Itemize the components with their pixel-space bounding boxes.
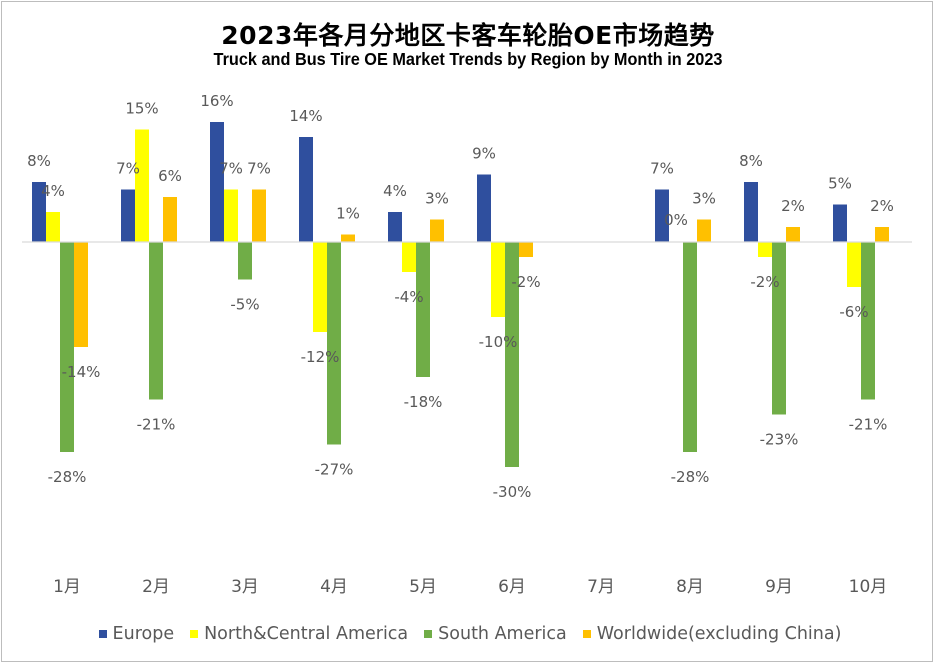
data-label-3-3月: -5% xyxy=(230,296,259,314)
data-label-4-8月: 3% xyxy=(692,190,716,208)
chart-title: 2023年各月分地区卡客车轮胎OE市场趋势 xyxy=(221,21,715,50)
data-label-4-1月: -14% xyxy=(62,363,101,381)
data-label-1-2月: 7% xyxy=(116,160,140,178)
bar-4-4月 xyxy=(341,234,355,242)
data-label-3-6月: -30% xyxy=(493,483,532,501)
data-label-1-8月: 7% xyxy=(650,160,674,178)
data-label-4-5月: 3% xyxy=(425,190,449,208)
data-label-4-3月: 7% xyxy=(247,160,271,178)
data-label-2-8月: 0% xyxy=(664,211,688,229)
legend-swatch xyxy=(98,630,107,638)
bar-1-3月 xyxy=(210,122,224,242)
data-label-3-9月: -23% xyxy=(760,431,799,449)
data-label-4-6月: -2% xyxy=(511,273,540,291)
legend-item-4: Worldwide(excluding China) xyxy=(579,624,842,644)
legend-label: Europe xyxy=(112,624,175,644)
bar-4-2月 xyxy=(163,197,177,242)
data-label-4-4月: 1% xyxy=(336,205,360,223)
bar-3-4月 xyxy=(327,242,341,445)
bar-2-9月 xyxy=(758,242,772,257)
bar-4-6月 xyxy=(519,242,533,257)
chart-subtitle: Truck and Bus Tire OE Market Trends by R… xyxy=(213,49,723,69)
bar-4-8月 xyxy=(697,219,711,242)
x-tick-label: 7月 xyxy=(587,577,615,597)
bar-3-3月 xyxy=(238,242,252,280)
bar-4-1月 xyxy=(74,242,88,347)
legend-label: South America xyxy=(438,624,567,644)
x-tick-label: 1月 xyxy=(53,577,81,597)
data-label-2-10月: -6% xyxy=(839,303,868,321)
data-label-2-4月: -12% xyxy=(301,348,340,366)
data-label-2-3月: 7% xyxy=(219,160,243,178)
bar-2-2月 xyxy=(135,129,149,242)
legend-swatch xyxy=(582,630,591,638)
x-tick-label: 10月 xyxy=(849,577,888,597)
bar-3-5月 xyxy=(416,242,430,377)
chart-legend: Europe North&Central America South America… xyxy=(0,624,936,644)
x-tick-label: 9月 xyxy=(765,577,793,597)
bar-4-5月 xyxy=(430,219,444,242)
bar-2-3月 xyxy=(224,189,238,242)
x-tick-label: 8月 xyxy=(676,577,704,597)
data-label-1-5月: 4% xyxy=(383,182,407,200)
data-label-1-3月: 16% xyxy=(200,92,233,110)
data-label-3-1月: -28% xyxy=(48,468,87,486)
data-label-4-9月: 2% xyxy=(781,197,805,215)
bar-1-8月 xyxy=(655,189,669,242)
bar-2-10月 xyxy=(847,242,861,287)
data-label-3-10月: -21% xyxy=(849,416,888,434)
x-tick-label: 2月 xyxy=(142,577,170,597)
data-label-3-5月: -18% xyxy=(404,393,443,411)
bar-3-2月 xyxy=(149,242,163,400)
data-label-1-1月: 8% xyxy=(27,152,51,170)
data-label-3-8月: -28% xyxy=(671,468,710,486)
data-label-1-4月: 14% xyxy=(289,107,322,125)
bar-3-9月 xyxy=(772,242,786,415)
x-tick-label: 3月 xyxy=(231,577,259,597)
x-tick-label: 4月 xyxy=(320,577,348,597)
legend-item-2: North&Central America xyxy=(186,624,408,644)
legend-item-1: Europe xyxy=(95,624,175,644)
bar-1-1月 xyxy=(32,182,46,242)
bar-4-3月 xyxy=(252,189,266,242)
data-label-2-5月: -4% xyxy=(394,288,423,306)
data-label-1-9月: 8% xyxy=(739,152,763,170)
data-label-4-2月: 6% xyxy=(158,167,182,185)
legend-swatch xyxy=(424,630,433,638)
bar-1-6月 xyxy=(477,174,491,242)
bar-1-4月 xyxy=(299,137,313,242)
data-label-2-6月: -10% xyxy=(479,333,518,351)
data-label-1-6月: 9% xyxy=(472,145,496,163)
bar-1-9月 xyxy=(744,182,758,242)
data-label-2-9月: -2% xyxy=(750,273,779,291)
bar-1-5月 xyxy=(388,212,402,242)
bar-1-2月 xyxy=(121,189,135,242)
data-label-1-10月: 5% xyxy=(828,175,852,193)
data-label-4-10月: 2% xyxy=(870,197,894,215)
x-tick-label: 6月 xyxy=(498,577,526,597)
bar-3-6月 xyxy=(505,242,519,467)
bar-2-4月 xyxy=(313,242,327,332)
bar-3-8月 xyxy=(683,242,697,452)
x-tick-label: 5月 xyxy=(409,577,437,597)
bar-2-5月 xyxy=(402,242,416,272)
legend-swatch xyxy=(190,630,199,638)
data-label-3-2月: -21% xyxy=(137,416,176,434)
legend-label: North&Central America xyxy=(204,624,409,644)
bar-3-10月 xyxy=(861,242,875,400)
bar-4-10月 xyxy=(875,227,889,242)
data-label-2-2月: 15% xyxy=(125,100,158,118)
bar-4-9月 xyxy=(786,227,800,242)
bar-2-6月 xyxy=(491,242,505,317)
legend-item-3: South America xyxy=(420,624,567,644)
bar-2-1月 xyxy=(46,212,60,242)
data-label-2-1月: 4% xyxy=(41,182,65,200)
bar-1-10月 xyxy=(833,204,847,242)
legend-label: Worldwide(excluding China) xyxy=(596,624,842,644)
bar-3-1月 xyxy=(60,242,74,452)
data-label-3-4月: -27% xyxy=(315,461,354,479)
